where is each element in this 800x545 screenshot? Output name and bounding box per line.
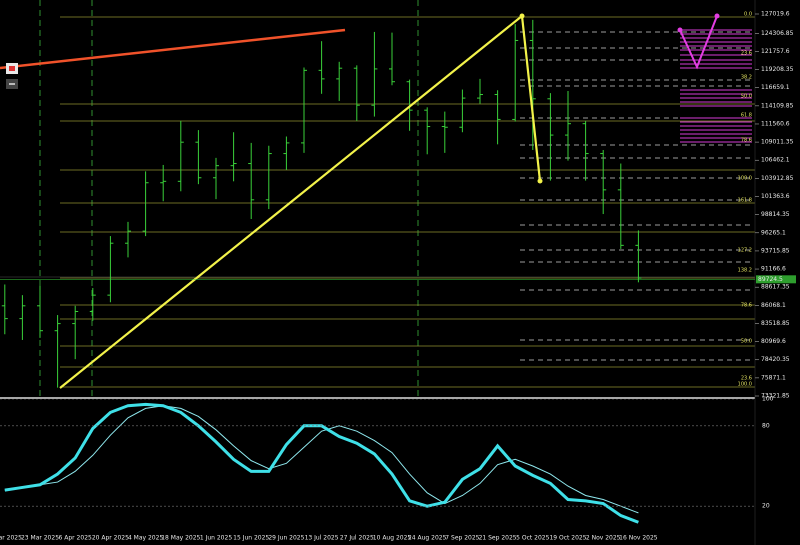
x-tick-label: 4 May 2025 — [128, 535, 163, 542]
y-tick-label: 88617.35 — [761, 284, 790, 291]
y-tick-label: 93715.85 — [761, 247, 790, 254]
current-price-box — [756, 275, 796, 284]
pattern — [679, 15, 718, 70]
x-tick-label: 24 Aug 2025 — [408, 535, 447, 542]
y-tick-label: 96265.1 — [761, 229, 786, 236]
x-tick-label: 19 Oct 2025 — [549, 535, 586, 542]
fib-label: 78.6 — [741, 138, 752, 144]
fib-label: 23.6 — [741, 376, 752, 382]
fib-label: 161.8 — [738, 198, 752, 204]
y-tick-label: 109011.35 — [761, 139, 794, 146]
fib-label: 0.0 — [744, 12, 752, 18]
y-tick-label: 101363.6 — [761, 193, 790, 200]
x-tick-label: 21 Sep 2025 — [479, 535, 517, 542]
plot — [1, 19, 642, 524]
x-tick-label: 2 Nov 2025 — [586, 535, 621, 542]
x-tick-label: 15 Jun 2025 — [233, 535, 269, 542]
y-tick-label: 114109.85 — [761, 102, 794, 109]
y-tick-label: 20 — [762, 503, 770, 510]
current-price-label: 89724.5 — [758, 276, 783, 283]
x-tick-label: 20 Apr 2025 — [92, 535, 129, 542]
y-tick-label: 80969.6 — [761, 338, 786, 345]
fib-label: 127.2 — [738, 248, 752, 254]
y-tick-label: 83518.85 — [761, 320, 790, 327]
y-tick-label: 80 — [762, 422, 770, 429]
fib-label: 50.0 — [741, 339, 752, 345]
oscillator-line — [4, 402, 639, 524]
fib-label: 61.8 — [741, 113, 752, 119]
oscillator-line — [4, 405, 639, 514]
trend-drawings — [0, 13, 720, 389]
fib-label: 100.0 — [738, 382, 752, 388]
fib-label: 100.0 — [738, 176, 752, 182]
close-icon — [9, 66, 15, 71]
y-tick-label: 127019.6 — [761, 11, 790, 18]
anchor — [677, 27, 683, 33]
x-tick-label: 1 Jun 2025 — [200, 535, 232, 542]
x-tick-label: 23 Mar 2025 — [21, 535, 59, 542]
x-tick-label: 6 Apr 2025 — [59, 535, 92, 542]
x-tick-label: 29 Jun 2025 — [268, 535, 304, 542]
y-tick-label: 73321.85 — [761, 393, 790, 400]
y-tick-label: 78420.35 — [761, 356, 790, 363]
menu-icon — [9, 83, 15, 85]
x-tick-label: 27 Jul 2025 — [340, 535, 374, 542]
fib-label: 38.2 — [741, 75, 752, 81]
y-tick-label: 124306.85 — [761, 30, 794, 37]
y-tick-label: 106462.1 — [761, 157, 790, 164]
x-tick-label: 9 Mar 2025 — [0, 535, 22, 542]
y-tick-label: 75871.1 — [761, 374, 786, 381]
x-tick-label: 5 Oct 2025 — [516, 535, 549, 542]
y-tick-label: 103912.85 — [761, 175, 794, 182]
x-tick-label: 10 Aug 2025 — [373, 535, 412, 542]
trend-line — [0, 28, 346, 70]
anchor — [714, 13, 720, 19]
fib-label: 138.2 — [738, 268, 752, 274]
y-tick-label: 86068.1 — [761, 302, 786, 309]
x-tick-label: 16 Nov 2025 — [619, 535, 658, 542]
anchor — [519, 13, 525, 19]
y-tick-label: 111560.6 — [761, 120, 790, 127]
y-tick-label: 121757.6 — [761, 48, 790, 55]
fib-lines — [60, 16, 755, 388]
fib-label: 50.0 — [741, 94, 752, 100]
toolbar — [6, 63, 18, 89]
y-tick-label: 100 — [762, 396, 774, 403]
y-tick-label: 119208.35 — [761, 66, 794, 73]
y-tick-label: 98814.35 — [761, 211, 790, 218]
x-tick-label: 18 May 2025 — [161, 535, 200, 542]
anchor — [537, 178, 543, 184]
y-tick-label: 116659.1 — [761, 84, 790, 91]
y-tick-label: 91166.6 — [761, 266, 786, 273]
x-tick-label: 13 Jul 2025 — [305, 535, 339, 542]
trend-line — [59, 13, 542, 389]
x-tick-label: 7 Sep 2025 — [445, 535, 479, 542]
fib-label: 23.6 — [741, 51, 752, 57]
fib-label: 78.6 — [741, 303, 752, 309]
